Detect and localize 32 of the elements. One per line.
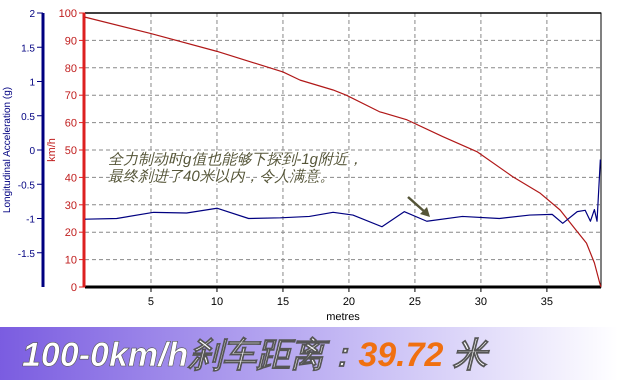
y-tick-label: 10 [64,254,77,267]
y-tick-label: 90 [64,35,77,48]
y-tick-label: 0 [70,282,77,294]
x-tick-label: 15 [276,296,290,308]
y-tick-label: 40 [64,172,77,184]
y-tick-label: 60 [64,118,77,130]
annotation: 全力制动时g值也能够下探到-1g附近， [108,151,364,168]
x-tick-label: 20 [342,296,356,308]
y-tick-label: 70 [64,90,77,102]
y2-tick-label: 0 [29,146,36,157]
y-tick-label: 100 [58,8,77,20]
x-tick-label: 5 [148,296,154,308]
y2-tick-label: 1.5 [21,43,36,54]
x-tick-label: 35 [540,296,554,308]
line-series [84,16,602,288]
y-tick-label: 50 [64,145,77,157]
y2-tick-label: 2 [29,9,36,20]
x-axis-title: metres [326,311,360,323]
y-tick-label: 80 [64,62,77,75]
y2-axis-title: Longitudinal Acceleration (g) [2,86,13,214]
y2-tick-label: 0.5 [21,112,36,123]
y-tick-label: 30 [64,200,77,212]
y2-tick-label: 1 [29,78,36,88]
y-axis-title: km/h [46,138,58,162]
x-tick-label: 10 [210,296,224,308]
y-tick-label: 20 [64,227,77,240]
y2-tick-label: -1.5 [18,248,36,260]
y2-tick-label: -1 [26,214,36,226]
y2-tick-label: -0.5 [18,180,36,192]
x-tick-label: 25 [408,296,422,308]
x-tick-label: 30 [474,296,488,308]
text: 100-0km/h刹车距离：39.72 米 [22,336,490,374]
